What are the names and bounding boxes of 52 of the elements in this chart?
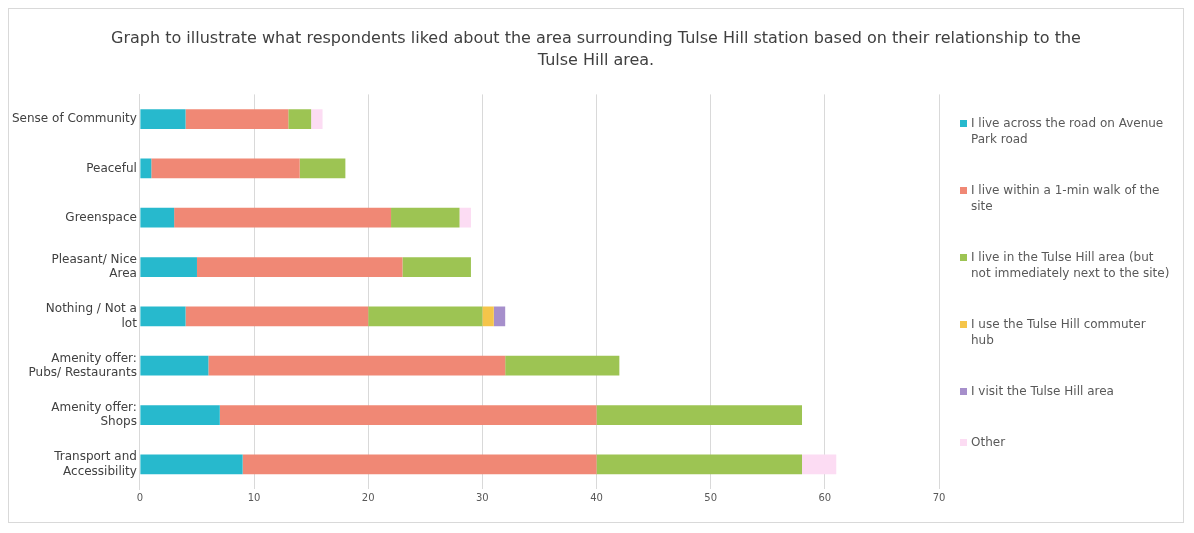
y-tick-label: Amenity offer: Pubs/ Restaurants	[28, 350, 137, 380]
bar	[288, 109, 312, 129]
bar	[242, 454, 597, 475]
bar	[140, 306, 186, 327]
bar	[802, 454, 837, 475]
x-tick-label: 20	[361, 491, 375, 503]
bar	[196, 257, 403, 277]
y-tick-label: Nothing / Not a lot	[45, 301, 138, 330]
bar	[140, 257, 197, 277]
x-tick-label: 10	[247, 491, 261, 503]
legend-label: I visit the Tulse Hill area	[971, 382, 1114, 399]
x-tick-label: 0	[136, 491, 144, 503]
bar	[151, 158, 300, 179]
bar	[140, 405, 220, 425]
bar	[493, 306, 506, 327]
bar	[299, 158, 346, 179]
bar	[140, 207, 175, 228]
bar	[596, 454, 803, 475]
y-tick-label: Peaceful	[86, 160, 137, 175]
bar	[391, 207, 460, 228]
y-tick-label: Amenity offer: Shops	[51, 399, 137, 429]
legend-label: I live across the road on Avenue Park road	[971, 114, 1165, 147]
bar	[208, 355, 506, 376]
legend-label: I use the Tulse Hill commuter hub	[971, 315, 1147, 348]
bar	[311, 109, 323, 129]
bar	[219, 405, 597, 425]
y-tick-label: Transport and Accessibility	[53, 449, 137, 478]
chart-title: Graph to illustrate what respondents liked about the area surrounding Tulse Hill station based on their relationship to the Tulse Hill area.	[110, 27, 1082, 71]
bar	[140, 355, 209, 376]
bar	[185, 109, 289, 129]
y-tick-label: Greenspace	[65, 209, 137, 224]
bar	[368, 306, 483, 327]
bar	[459, 207, 471, 228]
bar	[482, 306, 494, 327]
x-tick-label: 50	[704, 491, 718, 503]
y-tick-label: Pleasant/ Nice Area	[51, 251, 137, 281]
bar	[402, 257, 471, 277]
bar	[140, 109, 186, 129]
legend-label: Other	[971, 433, 1006, 450]
x-tick-label: 60	[818, 491, 832, 503]
bar	[140, 454, 243, 475]
x-tick-label: 40	[590, 491, 603, 503]
y-tick-label: Sense of Community	[12, 111, 137, 126]
legend-label: I live within a 1-min walk of the site	[971, 181, 1161, 214]
bar	[596, 405, 803, 425]
bar	[505, 355, 620, 376]
x-tick-label: 70	[932, 491, 946, 503]
bar	[174, 207, 392, 228]
x-tick-label: 30	[476, 491, 489, 503]
bar	[185, 306, 369, 327]
legend-label: I live in the Tulse Hill area (but not immediately next to the site)	[971, 248, 1170, 281]
bar	[140, 158, 152, 179]
